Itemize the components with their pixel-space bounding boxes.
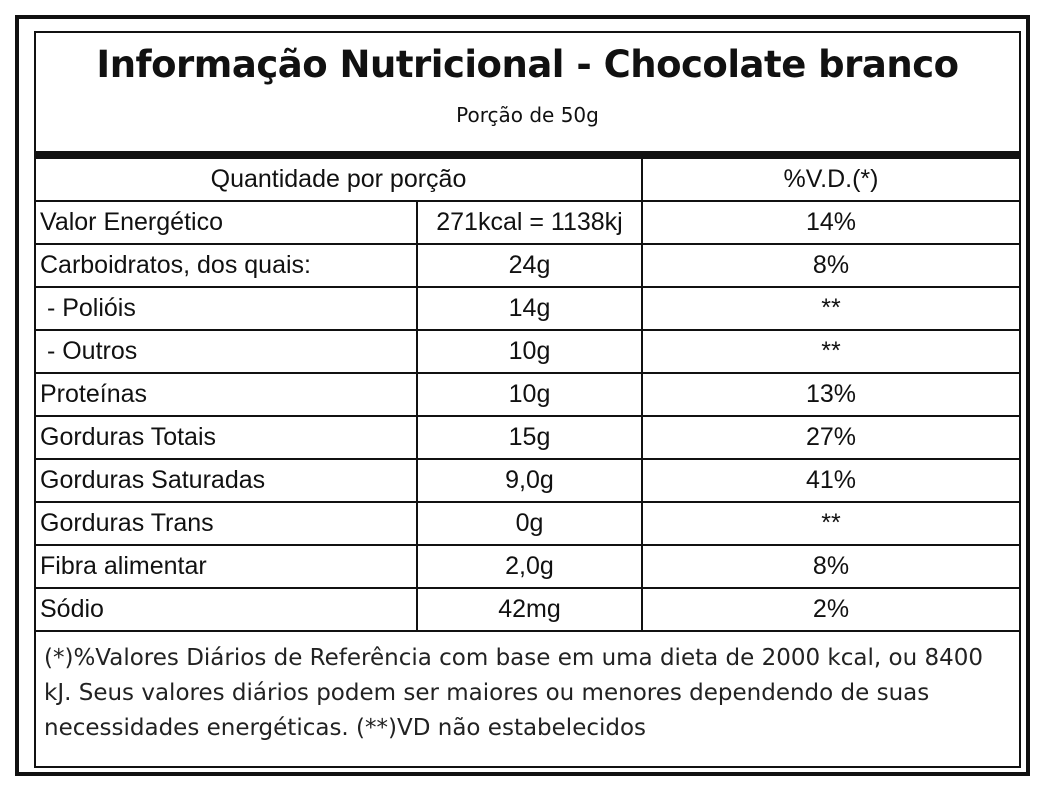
nutrition-label: Informação Nutricional - Chocolate branc… [34, 31, 1021, 768]
divider-bar [36, 151, 1019, 159]
title-block: Informação Nutricional - Chocolate branc… [36, 33, 1019, 151]
table-row: Gorduras Trans 0g ** [36, 501, 1019, 546]
nutrient-name: Carboidratos, dos quais: [36, 243, 418, 288]
nutrient-name: Fibra alimentar [36, 544, 418, 589]
nutrient-dv: 41% [641, 458, 1019, 503]
nutrient-amount: 24g [416, 243, 643, 288]
nutrition-label-frame: Informação Nutricional - Chocolate branc… [15, 15, 1030, 776]
table-row: Gorduras Totais 15g 27% [36, 415, 1019, 460]
header-dv: %V.D.(*) [641, 159, 1019, 202]
nutrient-dv: 8% [641, 544, 1019, 589]
nutrient-amount: 42mg [416, 587, 643, 632]
portion-size: Porção de 50g [456, 103, 599, 127]
nutrient-name: Proteínas [36, 372, 418, 417]
nutrient-amount: 0g [416, 501, 643, 546]
nutrient-dv: ** [641, 501, 1019, 546]
nutrition-table: Quantidade por porção %V.D.(*) Valor Ene… [36, 159, 1019, 632]
nutrient-dv: 8% [641, 243, 1019, 288]
nutrient-amount: 15g [416, 415, 643, 460]
nutrient-amount: 10g [416, 372, 643, 417]
footnote: (*)%Valores Diários de Referência com ba… [44, 645, 983, 741]
nutrient-name: Gorduras Totais [36, 415, 418, 460]
nutrient-dv: ** [641, 329, 1019, 374]
header-quantity: Quantidade por porção [36, 159, 643, 202]
table-row: Valor Energético 271kcal = 1138kj 14% [36, 200, 1019, 245]
nutrient-dv: 27% [641, 415, 1019, 460]
nutrient-amount: 10g [416, 329, 643, 374]
nutrient-name: Valor Energético [36, 200, 418, 245]
nutrient-name: - Outros [36, 329, 418, 374]
nutrient-name: - Polióis [36, 286, 418, 331]
nutrient-dv: 2% [641, 587, 1019, 632]
table-row: Carboidratos, dos quais: 24g 8% [36, 243, 1019, 288]
nutrient-amount: 9,0g [416, 458, 643, 503]
nutrient-amount: 14g [416, 286, 643, 331]
table-row: Proteínas 10g 13% [36, 372, 1019, 417]
header-row: Quantidade por porção %V.D.(*) [36, 159, 1019, 202]
nutrient-name: Sódio [36, 587, 418, 632]
nutrient-name: Gorduras Trans [36, 501, 418, 546]
label-title: Informação Nutricional - Chocolate branc… [96, 43, 959, 86]
table-row: Sódio 42mg 2% [36, 587, 1019, 632]
nutrient-name: Gorduras Saturadas [36, 458, 418, 503]
nutrient-dv: ** [641, 286, 1019, 331]
nutrient-dv: 13% [641, 372, 1019, 417]
table-row: Fibra alimentar 2,0g 8% [36, 544, 1019, 589]
nutrient-dv: 14% [641, 200, 1019, 245]
table-row: Gorduras Saturadas 9,0g 41% [36, 458, 1019, 503]
nutrient-amount: 271kcal = 1138kj [416, 200, 643, 245]
table-row: - Outros 10g ** [36, 329, 1019, 374]
nutrient-amount: 2,0g [416, 544, 643, 589]
table-row: - Polióis 14g ** [36, 286, 1019, 331]
